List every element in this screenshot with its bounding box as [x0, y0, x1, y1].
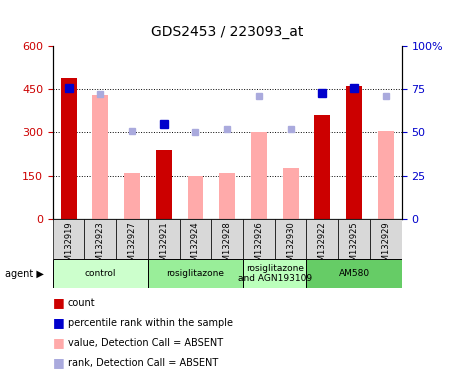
Text: AM580: AM580	[338, 269, 369, 278]
Text: GSM132930: GSM132930	[286, 221, 295, 271]
Bar	[314, 115, 330, 219]
Text: GSM132919: GSM132919	[64, 221, 73, 271]
Bar	[243, 259, 307, 288]
Bar	[61, 78, 77, 219]
Bar	[84, 219, 116, 259]
Text: rank, Detection Call = ABSENT: rank, Detection Call = ABSENT	[68, 358, 218, 367]
Text: control: control	[84, 269, 116, 278]
Text: count: count	[68, 298, 95, 308]
Bar	[307, 219, 338, 259]
Text: percentile rank within the sample: percentile rank within the sample	[68, 318, 233, 328]
Text: ■: ■	[53, 356, 65, 369]
Bar	[53, 259, 148, 288]
Text: rosiglitazone
and AGN193109: rosiglitazone and AGN193109	[238, 264, 312, 283]
Bar	[148, 259, 243, 288]
Bar	[116, 219, 148, 259]
Bar	[275, 219, 307, 259]
Text: ■: ■	[53, 296, 65, 309]
Bar	[251, 132, 267, 219]
Bar	[243, 219, 275, 259]
Text: GSM132927: GSM132927	[128, 221, 137, 271]
Text: rosiglitazone: rosiglitazone	[167, 269, 224, 278]
Text: GSM132922: GSM132922	[318, 221, 327, 271]
Text: GDS2453 / 223093_at: GDS2453 / 223093_at	[151, 25, 303, 39]
Text: GSM132926: GSM132926	[254, 221, 263, 271]
Text: GSM132925: GSM132925	[350, 221, 358, 271]
Text: GSM132921: GSM132921	[159, 221, 168, 271]
Bar	[307, 259, 402, 288]
Text: value, Detection Call = ABSENT: value, Detection Call = ABSENT	[68, 338, 223, 348]
Bar	[53, 219, 84, 259]
Bar	[346, 86, 362, 219]
Bar	[370, 219, 402, 259]
Text: GSM132928: GSM132928	[223, 221, 232, 271]
Bar	[124, 173, 140, 219]
Bar	[378, 131, 394, 219]
Bar	[92, 95, 108, 219]
Bar	[283, 169, 298, 219]
Bar	[179, 219, 211, 259]
Bar	[338, 219, 370, 259]
Bar	[219, 173, 235, 219]
Text: GSM132923: GSM132923	[96, 221, 105, 271]
Text: ■: ■	[53, 336, 65, 349]
Bar	[156, 150, 172, 219]
Text: GSM132929: GSM132929	[381, 221, 390, 271]
Text: ■: ■	[53, 316, 65, 329]
Bar	[211, 219, 243, 259]
Bar	[148, 219, 179, 259]
Text: agent ▶: agent ▶	[5, 268, 44, 279]
Text: GSM132924: GSM132924	[191, 221, 200, 271]
Bar	[188, 176, 203, 219]
